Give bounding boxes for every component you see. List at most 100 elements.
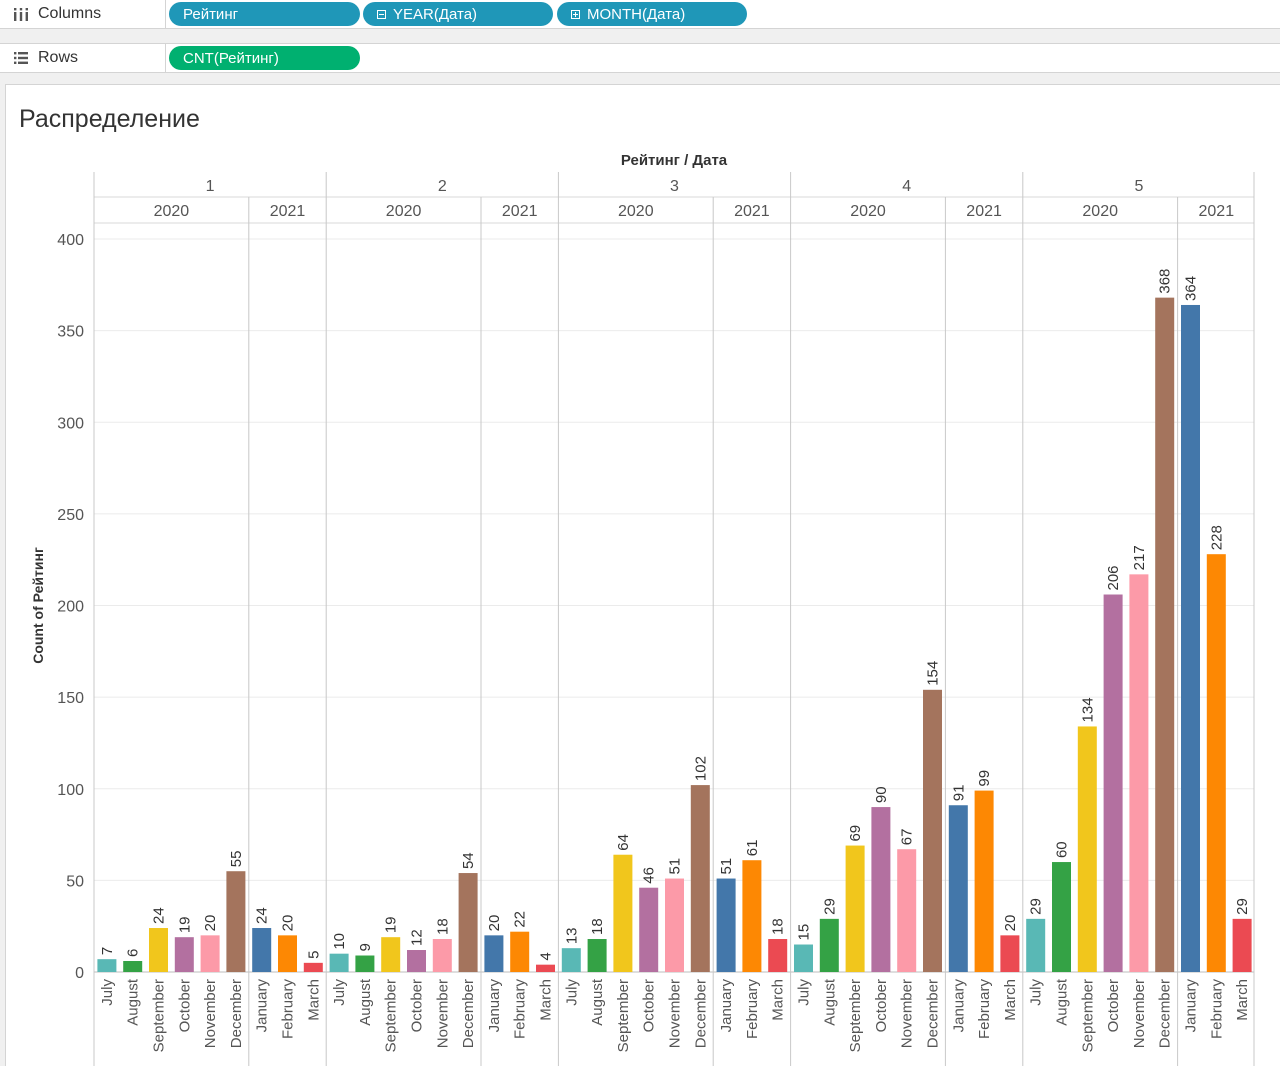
bar xyxy=(665,878,684,972)
x-tick-label: August xyxy=(821,978,838,1026)
year-header: 2021 xyxy=(502,203,538,220)
x-tick-label: September xyxy=(151,979,168,1052)
y-axis-title: Count of Рейтинг xyxy=(30,547,46,664)
y-tick-label: 50 xyxy=(66,873,84,890)
pill-year[interactable]: YEAR(Дата) xyxy=(363,2,553,26)
data-label: 154 xyxy=(925,661,942,686)
rating-header: 2 xyxy=(438,178,447,195)
x-tick-label: November xyxy=(1131,979,1148,1048)
data-label: 9 xyxy=(357,943,374,951)
x-tick-label: March xyxy=(305,979,322,1021)
columns-shelf-label: Columns xyxy=(0,0,166,28)
year-header: 2020 xyxy=(850,203,886,220)
data-label: 10 xyxy=(331,933,348,950)
data-label: 99 xyxy=(976,770,993,787)
bar xyxy=(484,935,504,972)
bar xyxy=(200,935,220,972)
header-title: Рейтинг / Дата xyxy=(621,152,728,169)
pill-year-text: YEAR(Дата) xyxy=(393,5,478,23)
y-tick-label: 150 xyxy=(57,690,84,707)
data-label: 90 xyxy=(873,786,890,803)
bar xyxy=(329,953,349,972)
year-header: 2021 xyxy=(270,203,306,220)
data-label: 29 xyxy=(1234,898,1251,915)
bar xyxy=(1206,554,1226,972)
bar xyxy=(1232,918,1252,972)
x-tick-label: January xyxy=(254,979,271,1033)
data-label: 7 xyxy=(99,947,116,955)
data-label: 368 xyxy=(1157,269,1174,294)
data-label: 18 xyxy=(434,918,451,935)
x-tick-label: July xyxy=(796,979,813,1006)
bar xyxy=(303,962,323,972)
data-label: 67 xyxy=(899,829,916,846)
pill-month[interactable]: MONTH(Дата) xyxy=(557,2,747,26)
data-label: 228 xyxy=(1208,525,1225,550)
expand-icon[interactable] xyxy=(571,9,580,19)
pill-month-text: MONTH(Дата) xyxy=(587,5,686,23)
data-label: 51 xyxy=(667,858,684,875)
y-tick-label: 100 xyxy=(57,782,84,799)
data-label: 29 xyxy=(821,898,838,915)
x-tick-label: August xyxy=(589,978,606,1026)
x-tick-label: August xyxy=(357,978,374,1026)
data-label: 13 xyxy=(563,927,580,944)
data-label: 69 xyxy=(847,825,864,842)
x-tick-label: October xyxy=(1105,979,1122,1032)
year-header: 2021 xyxy=(1199,203,1235,220)
bar xyxy=(355,955,375,972)
x-tick-label: January xyxy=(950,979,967,1033)
pill-count[interactable]: CNT(Рейтинг) xyxy=(169,46,360,70)
pill-rating[interactable]: Рейтинг xyxy=(169,2,360,26)
x-tick-label: September xyxy=(1079,979,1096,1052)
columns-shelf[interactable]: Columns Рейтинг YEAR(Дата) MONTH(Дата) xyxy=(0,0,1280,29)
bar xyxy=(974,790,994,972)
y-tick-label: 0 xyxy=(75,965,84,982)
x-tick-label: March xyxy=(770,979,787,1021)
y-tick-label: 300 xyxy=(57,415,84,432)
pill-rating-text: Рейтинг xyxy=(183,5,239,23)
x-tick-label: October xyxy=(641,979,658,1032)
bar xyxy=(845,845,865,972)
data-label: 54 xyxy=(460,852,477,869)
y-tick-label: 400 xyxy=(57,232,84,249)
rows-shelf[interactable]: Rows CNT(Рейтинг) xyxy=(0,43,1280,73)
collapse-icon[interactable] xyxy=(377,9,386,19)
bar xyxy=(1077,726,1097,972)
bar xyxy=(381,937,401,972)
bar xyxy=(432,939,452,972)
bar xyxy=(458,873,478,972)
columns-icon xyxy=(12,7,30,21)
bar xyxy=(123,961,143,972)
bar xyxy=(1155,297,1175,972)
bar xyxy=(613,854,633,972)
bar xyxy=(742,860,762,972)
data-label: 18 xyxy=(770,918,787,935)
data-label: 12 xyxy=(409,929,426,946)
data-label: 5 xyxy=(305,950,322,958)
data-label: 20 xyxy=(280,915,297,932)
bar xyxy=(923,689,942,972)
x-tick-label: December xyxy=(925,979,942,1048)
data-label: 46 xyxy=(641,867,658,884)
x-tick-label: January xyxy=(486,979,503,1033)
data-label: 18 xyxy=(589,918,606,935)
data-label: 364 xyxy=(1183,276,1200,301)
bar xyxy=(97,959,117,972)
rows-shelf-label: Rows xyxy=(0,44,166,72)
x-tick-label: November xyxy=(434,979,451,1048)
y-tick-label: 200 xyxy=(57,599,84,616)
data-label: 64 xyxy=(615,834,632,851)
x-tick-label: November xyxy=(202,979,219,1048)
x-tick-label: July xyxy=(99,979,116,1006)
x-tick-label: February xyxy=(512,979,529,1040)
bar-chart: Распределение Рейтинг / Дата Count of Рейт… xyxy=(19,105,1255,1066)
year-header: 2021 xyxy=(734,203,770,220)
x-tick-label: August xyxy=(125,978,142,1026)
data-label: 4 xyxy=(538,952,555,960)
rows-icon xyxy=(12,51,30,65)
bar xyxy=(510,931,530,972)
x-tick-label: November xyxy=(667,979,684,1048)
x-tick-label: March xyxy=(1234,979,1251,1021)
sheet-title: Распределение xyxy=(19,105,200,133)
